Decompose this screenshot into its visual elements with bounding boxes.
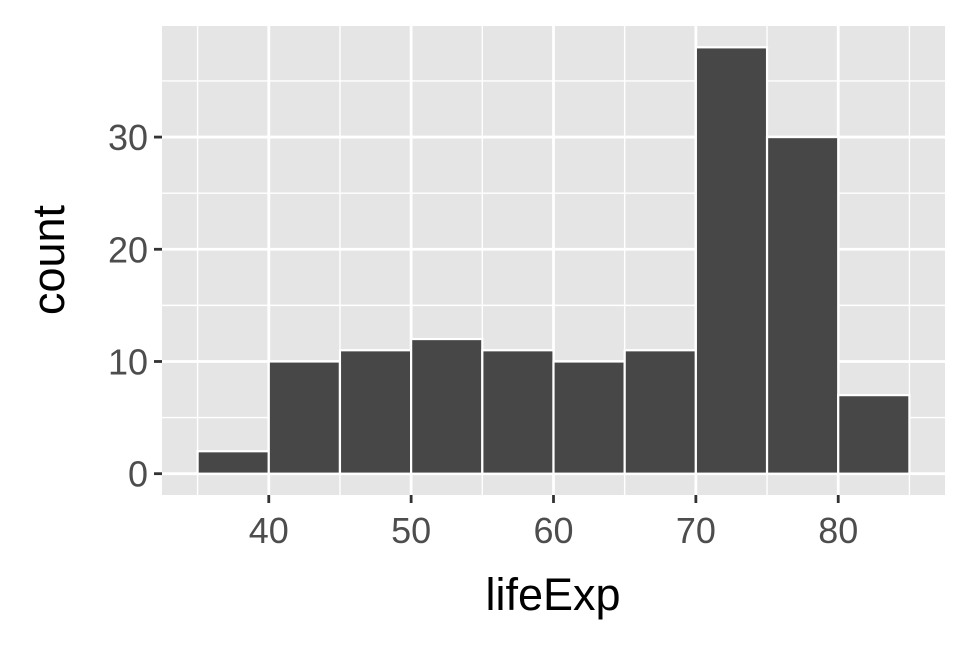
histogram-bar-7 <box>623 349 697 475</box>
y-tick-label: 20 <box>108 229 148 270</box>
histogram-bar-8 <box>694 46 769 475</box>
y-tick-label: 0 <box>128 454 148 495</box>
y-tick-label: 10 <box>108 341 148 382</box>
x-axis-title: lifeExp <box>485 569 620 620</box>
y-tick-label: 30 <box>108 117 148 158</box>
x-tick-label: 80 <box>818 510 858 551</box>
bars-group <box>196 46 911 475</box>
histogram-bar-1 <box>196 450 270 475</box>
x-axis: 40 50 60 70 80 <box>249 495 858 551</box>
x-tick-label: 70 <box>676 510 716 551</box>
y-axis-title: count <box>23 204 74 315</box>
x-tick-label: 60 <box>533 510 573 551</box>
histogram-bar-9 <box>765 135 840 475</box>
x-tick-label: 40 <box>249 510 289 551</box>
histogram-bar-3 <box>338 349 413 475</box>
histogram-bar-4 <box>410 337 484 475</box>
histogram-bar-5 <box>481 349 555 475</box>
y-axis: 0 10 20 30 <box>108 117 162 495</box>
histogram-bar-6 <box>552 360 626 475</box>
x-tick-label: 50 <box>391 510 431 551</box>
histogram-bar-10 <box>837 394 911 475</box>
histogram-bar-2 <box>267 360 342 475</box>
